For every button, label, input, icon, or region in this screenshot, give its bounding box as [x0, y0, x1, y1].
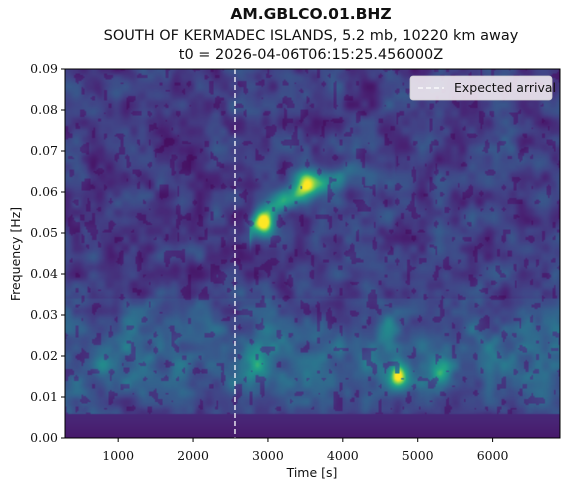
x-tick-label: 4000 [327, 448, 359, 463]
y-tick-label: 0.02 [30, 348, 58, 363]
legend: Expected arrival [409, 75, 556, 101]
plot-area [64, 68, 561, 439]
x-axis-ticks: 1000 2000 3000 4000 5000 6000 [102, 438, 509, 463]
y-tick-label: 0.08 [30, 102, 58, 117]
y-tick-label: 0.07 [30, 143, 58, 158]
y-axis-label: Frequency [Hz] [8, 207, 23, 301]
y-tick-label: 0.09 [30, 61, 58, 76]
y-tick-label: 0.03 [30, 307, 58, 322]
legend-box [409, 75, 553, 101]
y-axis-ticks: 0.00 0.01 0.02 0.03 0.04 0.05 0.06 0.07 0.08 0.09 [30, 61, 65, 445]
chart-subtitle: SOUTH OF KERMADEC ISLANDS, 5.2 mb, 10220… [104, 28, 519, 44]
y-tick-label: 0.06 [30, 184, 58, 199]
spectrogram-image [65, 69, 560, 438]
x-tick-label: 5000 [402, 448, 434, 463]
x-tick-label: 2000 [177, 448, 209, 463]
x-tick-label: 3000 [252, 448, 284, 463]
y-tick-label: 0.01 [30, 389, 58, 404]
legend-label: Expected arrival [454, 80, 556, 95]
x-axis-label: Time [s] [286, 465, 338, 480]
chart-title: AM.GBLCO.01.BHZ [230, 5, 391, 23]
y-tick-label: 0.05 [30, 225, 58, 240]
x-tick-label: 6000 [477, 448, 509, 463]
y-tick-label: 0.00 [30, 430, 58, 445]
x-tick-label: 1000 [102, 448, 134, 463]
plot-frame [64, 68, 561, 439]
y-tick-label: 0.04 [30, 266, 58, 281]
chart-subtitle-t0: t0 = 2026-04-06T06:15:25.456000Z [179, 47, 443, 63]
